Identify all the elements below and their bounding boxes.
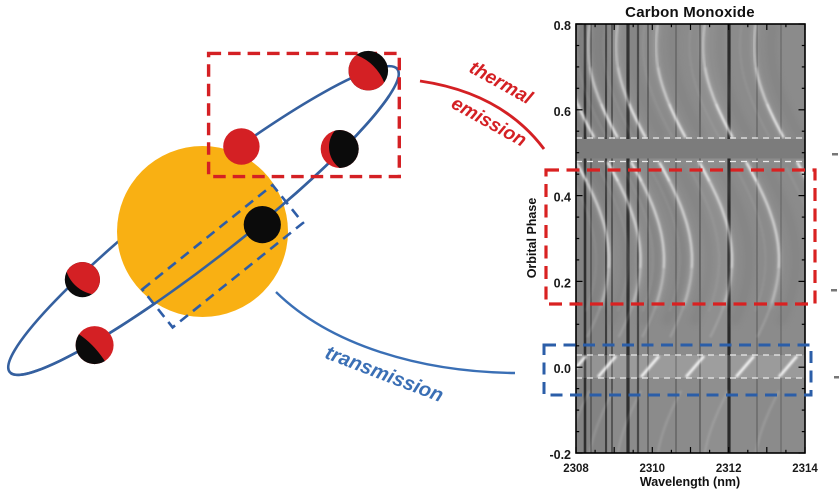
svg-text:2308: 2308 [563,463,589,475]
svg-text:2314: 2314 [792,463,818,475]
svg-text:2312: 2312 [716,463,742,475]
svg-text:0.0: 0.0 [554,362,571,376]
svg-text:Orbital Phase: Orbital Phase [525,198,539,279]
svg-text:Carbon Monoxide: Carbon Monoxide [625,4,755,21]
svg-text:0.8: 0.8 [554,19,571,33]
svg-text:-0.2: -0.2 [549,448,571,462]
svg-text:Wavelength (nm): Wavelength (nm) [640,475,740,489]
svg-text:2310: 2310 [640,463,666,475]
svg-text:0.6: 0.6 [554,105,571,119]
svg-text:0.2: 0.2 [554,276,571,290]
svg-text:0.4: 0.4 [554,191,571,205]
